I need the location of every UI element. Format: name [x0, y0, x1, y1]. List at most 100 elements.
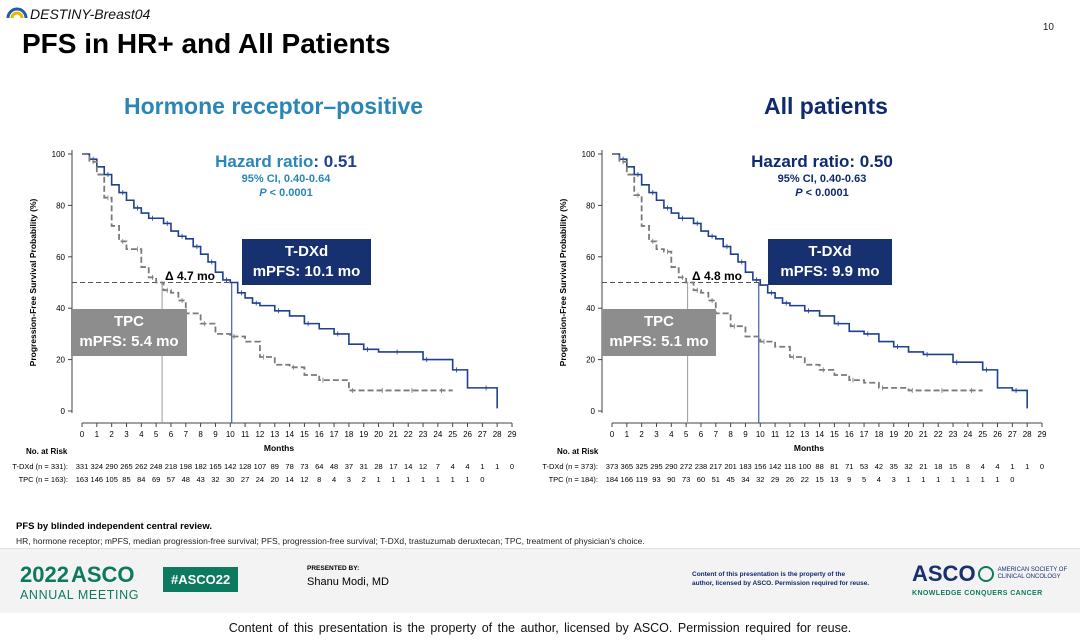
tdxd-risk-value: 290: [105, 462, 118, 471]
x-tick-label: 13: [270, 430, 279, 439]
tpc-risk-value: 30: [226, 475, 235, 484]
risk-tpc-name: TPC (n = 184):: [548, 475, 598, 484]
footer-bar: 2022ASCO ANNUAL MEETING #ASCO22 PRESENTE…: [0, 548, 1080, 613]
x-tick-label: 1: [625, 430, 630, 439]
y-tick-label: 60: [56, 253, 65, 262]
x-tick-label: 28: [1023, 430, 1032, 439]
tpc-risk-value: 2: [361, 475, 366, 484]
y-tick-label: 0: [591, 407, 596, 416]
tpc-risk-value: 1: [450, 475, 455, 484]
risk-table-label: No. at Risk: [26, 447, 68, 456]
tpc-risk-value: 12: [300, 475, 309, 484]
x-tick-label: 19: [889, 430, 898, 439]
rights-line-2: author, licensed by ASCO. Permission req…: [692, 580, 870, 587]
presenter-block: PRESENTED BY: Shanu Modi, MD: [307, 565, 389, 588]
tpc-risk-value: 8: [317, 475, 322, 484]
tdxd-risk-value: 8: [965, 462, 970, 471]
x-tick-label: 6: [699, 430, 704, 439]
y-axis-label: Progression-Free Survival Probability (%…: [558, 198, 568, 366]
x-tick-label: 27: [478, 430, 487, 439]
tdxd-risk-value: 198: [179, 462, 193, 471]
confidence-interval: 95% CI, 0.40-0.64: [241, 173, 331, 185]
tdxd-risk-value: 31: [359, 462, 368, 471]
tdxd-risk-value: 0: [509, 462, 515, 471]
tdxd-risk-value: 1: [1025, 462, 1030, 471]
tpc-median-box: TPC mPFS: 5.4 mo: [71, 309, 187, 356]
tdxd-risk-value: 15: [948, 462, 958, 471]
tpc-box-label: TPC: [644, 313, 674, 330]
tdxd-risk-value: 4: [995, 462, 1000, 471]
p-value: < 0.0001: [802, 187, 849, 199]
hazard-ratio-value: : 0.50: [849, 152, 893, 171]
tpc-risk-value: 0: [1010, 475, 1015, 484]
slide-title: PFS in HR+ and All Patients: [22, 28, 391, 59]
x-tick-label: 14: [285, 430, 294, 439]
tpc-risk-value: 4: [876, 475, 881, 484]
x-tick-label: 23: [419, 430, 428, 439]
meeting-year: 2022: [20, 562, 69, 587]
x-tick-label: 17: [860, 430, 869, 439]
tdxd-risk-value: 325: [635, 462, 648, 471]
x-tick-label: 25: [978, 430, 987, 439]
x-tick-label: 17: [330, 430, 339, 439]
tdxd-risk-value: 78: [285, 462, 294, 471]
confidence-interval: 95% CI, 0.40-0.63: [777, 173, 867, 185]
x-tick-label: 8: [728, 430, 733, 439]
risk-tdxd-name: T-DXd (n = 373):: [542, 462, 598, 471]
y-tick-label: 20: [56, 356, 65, 365]
tpc-risk-value: 1: [406, 475, 411, 484]
y-tick-label: 20: [586, 356, 595, 365]
y-tick-label: 80: [56, 201, 65, 210]
risk-table-label: No. at Risk: [557, 447, 599, 456]
tpc-risk-value: 26: [785, 475, 795, 484]
hazard-ratio-label: Hazard ratio: [751, 152, 850, 171]
tdxd-risk-value: 32: [904, 462, 913, 471]
society-line-2: CLINICAL ONCOLOGY: [997, 574, 1061, 580]
tpc-risk-value: 73: [681, 475, 691, 484]
x-axis-label: Months: [264, 443, 294, 453]
bottom-rights-notice: Content of this presentation is the prop…: [228, 621, 852, 635]
asco-society-logo: ASCO AMERICAN SOCIETY OF CLINICAL ONCOLO…: [912, 561, 1067, 597]
x-tick-label: 29: [1038, 430, 1047, 439]
tpc-risk-value: 105: [105, 475, 118, 484]
x-tick-label: 14: [815, 430, 824, 439]
tdxd-risk-value: 165: [209, 462, 222, 471]
tdxd-risk-value: 331: [75, 462, 89, 471]
tdxd-median-box: T-DXd mPFS: 10.1 mo: [242, 239, 371, 285]
tdxd-risk-value: 365: [620, 462, 634, 471]
x-tick-label: 26: [463, 430, 472, 439]
tdxd-risk-value: 12: [418, 462, 428, 471]
hazard-ratio-block: Hazard ratio: 0.50 95% CI, 0.40-0.63 P <…: [732, 152, 912, 200]
x-tick-label: 0: [80, 430, 85, 439]
tdxd-risk-value: 100: [798, 462, 811, 471]
tpc-risk-value: 27: [240, 475, 250, 484]
y-tick-label: 0: [61, 407, 66, 416]
x-tick-label: 5: [154, 430, 159, 439]
x-tick-label: 10: [226, 430, 235, 439]
x-tick-label: 16: [845, 430, 854, 439]
tdxd-box-label: T-DXd: [284, 243, 329, 260]
delta-median: Δ 4.8 mo: [692, 269, 742, 283]
x-tick-label: 24: [433, 430, 442, 439]
tpc-risk-value: 1: [420, 475, 426, 484]
tpc-risk-value: 93: [652, 475, 661, 484]
tpc-risk-value: 1: [980, 475, 985, 484]
asco-globe-icon: [977, 566, 994, 582]
tdxd-risk-value: 238: [694, 462, 708, 471]
tpc-risk-value: 32: [211, 475, 220, 484]
tpc-risk-value: 166: [620, 475, 634, 484]
tdxd-risk-value: 4: [980, 462, 985, 471]
hashtag-badge: #ASCO22: [163, 567, 239, 592]
y-tick-label: 60: [586, 253, 595, 262]
tdxd-risk-value: 64: [315, 462, 324, 471]
p-label: P: [795, 187, 803, 199]
tdxd-risk-value: 4: [465, 462, 470, 471]
tpc-risk-value: 84: [137, 475, 146, 484]
tpc-risk-value: 51: [711, 475, 720, 484]
tpc-risk-value: 119: [635, 475, 648, 484]
tdxd-risk-value: 0: [1039, 462, 1045, 471]
tdxd-risk-value: 156: [754, 462, 767, 471]
tdxd-risk-value: 324: [90, 462, 104, 471]
y-tick-label: 80: [586, 201, 595, 210]
